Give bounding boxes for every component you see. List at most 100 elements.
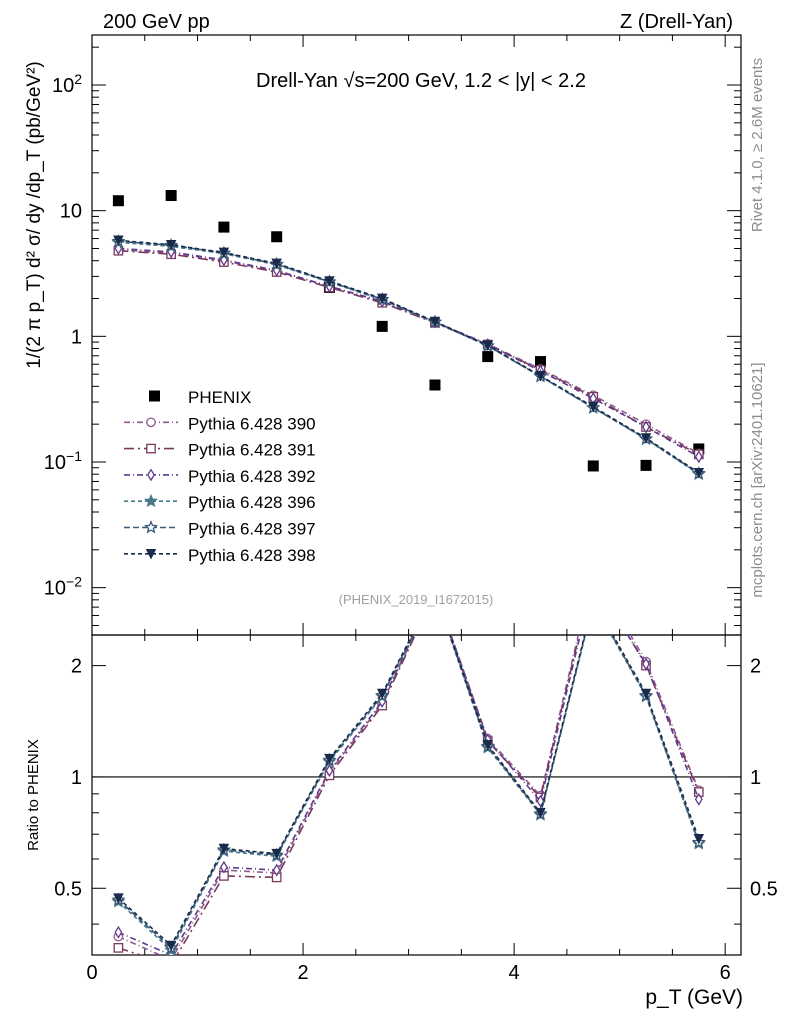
- data-point: [429, 379, 441, 391]
- marker: [143, 493, 159, 508]
- series-6: [113, 235, 705, 479]
- x-tick-label: 0: [86, 962, 97, 984]
- data-point: [534, 356, 546, 368]
- y-tick-label: 10: [60, 201, 82, 223]
- y-tick-label: 10−2: [44, 574, 82, 600]
- data-point: [218, 221, 230, 233]
- legend-entry: Pythia 6.428 398: [124, 546, 316, 565]
- marker: [694, 792, 703, 806]
- marker: [165, 940, 177, 952]
- marker: [694, 450, 703, 464]
- x-tick-label: 2: [297, 962, 308, 984]
- marker: [590, 575, 596, 585]
- marker: [535, 370, 546, 382]
- marker: [167, 956, 175, 964]
- marker: [588, 401, 599, 413]
- data-point: [376, 320, 388, 332]
- ratio-tick-label-left: 2: [71, 656, 82, 678]
- chart-title: Drell-Yan √s=200 GeV, 1.2 < |y| < 2.2: [256, 70, 586, 92]
- marker: [146, 443, 156, 454]
- marker: [642, 657, 650, 671]
- marker: [218, 247, 230, 259]
- legend-label: Pythia 6.428 390: [188, 414, 316, 433]
- ratio-tick-label-right: 1: [750, 767, 761, 789]
- ratio-tick-label-left: 1: [71, 767, 82, 789]
- header-right: Z (Drell-Yan): [620, 11, 733, 33]
- legend-entry: PHENIX: [149, 388, 251, 407]
- data-point: [482, 351, 494, 363]
- marker: [165, 239, 177, 251]
- marker: [588, 598, 599, 608]
- ratio-axis-label: Ratio to PHENIX: [25, 739, 42, 851]
- ratio-line: [118, 635, 700, 955]
- series-line: [118, 239, 700, 474]
- marker: [640, 688, 652, 700]
- axes: 0 2 4 6 10−2 10−1 1 10 102 0.5 0.5 1 1 2 2: [44, 35, 778, 984]
- legend-entry: Pythia 6.428 391: [124, 441, 316, 460]
- rivet-label: Rivet 4.1.0, ≥ 2.6M events: [749, 58, 766, 232]
- marker: [589, 572, 597, 580]
- marker: [325, 764, 334, 778]
- legend-label: Pythia 6.428 392: [188, 467, 316, 486]
- marker: [271, 848, 282, 860]
- data-point: [165, 190, 177, 202]
- marker: [218, 843, 230, 855]
- y-tick-label: 10−1: [44, 448, 82, 474]
- data-point: [112, 195, 124, 207]
- marker: [376, 688, 388, 700]
- marker: [589, 596, 597, 604]
- marker: [429, 316, 441, 328]
- data-point: [587, 460, 599, 472]
- x-axis-label: p_T (GeV): [645, 986, 743, 1009]
- marker: [272, 863, 281, 877]
- marker: [271, 258, 282, 270]
- marker: [640, 433, 652, 444]
- mcplots-label: mcplots.cern.ch [arXiv:2401.10621]: [749, 362, 766, 597]
- series-line: [118, 248, 700, 455]
- legend-entry: Pythia 6.428 397: [124, 520, 316, 539]
- marker: [324, 753, 335, 765]
- series-line: [118, 240, 700, 475]
- series-layer: [111, 190, 706, 964]
- ratio-plot-frame: [91, 634, 742, 956]
- x-tick-label: 4: [509, 962, 520, 984]
- legend-label: Pythia 6.428 391: [188, 441, 316, 460]
- header-left: 200 GeV pp: [103, 11, 210, 33]
- ratio-line: [117, 635, 700, 952]
- series-line: [118, 241, 700, 475]
- legend-entry: Pythia 6.428 390: [124, 414, 316, 433]
- marker: [143, 520, 159, 534]
- marker: [146, 417, 156, 428]
- marker: [219, 860, 228, 874]
- legend-entry: Pythia 6.428 396: [124, 493, 316, 512]
- legend-entry: Pythia 6.428 392: [124, 467, 316, 486]
- ratio-series-1: [113, 567, 704, 964]
- legend-label: Pythia 6.428 398: [188, 546, 316, 565]
- marker: [693, 834, 705, 845]
- ratio-tick-label-right: 0.5: [750, 878, 778, 900]
- y-axis-label: 1/(2 π p_T) d² σ/ dy /dp_T (pb/GeV²): [24, 61, 45, 369]
- x-tick-label: 6: [720, 962, 731, 984]
- ratio-series-6: [113, 596, 705, 952]
- marker: [114, 925, 123, 939]
- marker: [113, 893, 124, 904]
- analysis-tag: (PHENIX_2019_I1672015): [339, 592, 494, 607]
- legend-label: PHENIX: [188, 388, 251, 407]
- marker: [589, 567, 597, 575]
- marker: [482, 340, 493, 351]
- marker: [535, 807, 546, 819]
- data-point: [271, 231, 283, 243]
- series-line: [118, 247, 700, 458]
- ratio-tick-label-right: 2: [750, 656, 761, 678]
- marker: [588, 596, 599, 606]
- marker: [147, 468, 155, 482]
- legend-marker: [149, 390, 160, 402]
- marker: [536, 794, 545, 808]
- marker: [113, 943, 124, 953]
- legend-label: Pythia 6.428 397: [188, 520, 316, 539]
- marker: [113, 235, 124, 247]
- data-point: [640, 459, 652, 471]
- y-tick-label: 1: [71, 326, 82, 348]
- y-tick-label: 102: [52, 71, 82, 97]
